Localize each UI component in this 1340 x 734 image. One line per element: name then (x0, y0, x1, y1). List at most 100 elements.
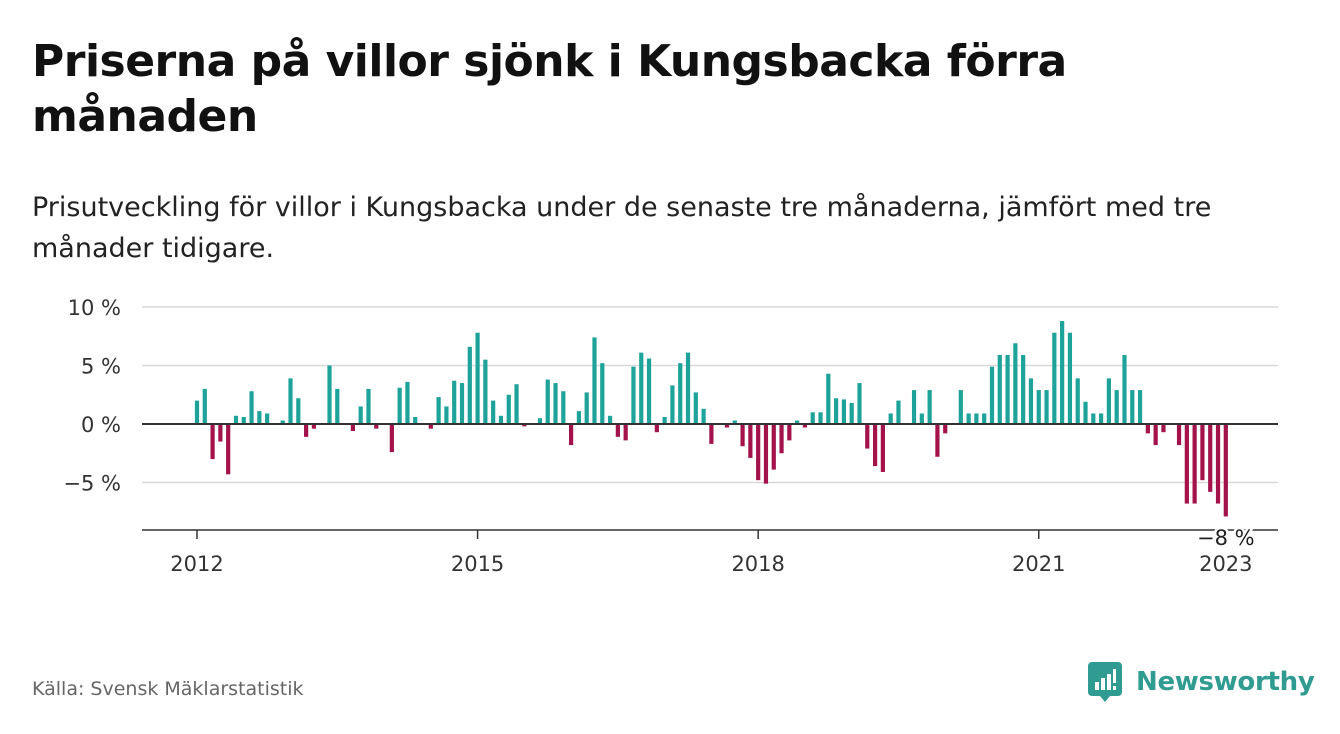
bar (467, 346, 472, 424)
bar (366, 388, 371, 424)
bar (826, 373, 831, 424)
bar (1130, 390, 1135, 424)
bar (927, 390, 932, 424)
bar (654, 424, 659, 433)
bar (600, 363, 605, 424)
bar (1106, 378, 1111, 424)
bar (288, 378, 293, 424)
bar (662, 416, 667, 424)
bar (327, 365, 332, 424)
x-tick-label: 2015 (451, 552, 504, 576)
bar (771, 424, 776, 470)
bar (522, 424, 527, 427)
bar (787, 424, 792, 441)
bar (210, 424, 215, 460)
bar (834, 398, 839, 424)
last-value-label: −8 % (1197, 526, 1255, 550)
bar (763, 424, 769, 484)
bar (849, 402, 854, 424)
bar (413, 416, 418, 424)
bar (631, 366, 636, 424)
brand-name: Newsworthy (1136, 667, 1315, 697)
bar (537, 418, 543, 424)
bar (896, 400, 901, 424)
bar (514, 384, 519, 424)
bar (1223, 424, 1228, 517)
bar (241, 416, 246, 424)
bar (1208, 424, 1213, 492)
bar (1075, 378, 1080, 424)
bar (428, 424, 433, 429)
bar (982, 413, 987, 424)
bar (491, 400, 496, 424)
bar (919, 413, 924, 424)
bar (389, 424, 394, 453)
bar (1060, 321, 1065, 424)
bar (888, 413, 893, 424)
axes (142, 423, 1278, 539)
bar (1200, 424, 1205, 481)
bar (779, 424, 784, 454)
bar (296, 398, 301, 424)
bar (802, 424, 808, 428)
bar (607, 415, 613, 424)
bar (1153, 424, 1158, 446)
bar (1122, 354, 1127, 424)
bar (639, 352, 644, 424)
bar (405, 381, 410, 424)
bar (857, 383, 862, 424)
bar (459, 383, 465, 424)
bar (350, 424, 355, 432)
bar (311, 424, 317, 429)
bar (1215, 424, 1221, 504)
bar (561, 391, 566, 424)
bar (701, 408, 706, 424)
bar (1184, 424, 1189, 504)
bar (218, 424, 223, 442)
bar (615, 424, 620, 437)
bar (483, 359, 488, 424)
bar (1021, 354, 1026, 424)
bar (545, 379, 550, 424)
bar (880, 424, 885, 472)
bar (810, 412, 815, 424)
bar (989, 366, 995, 424)
y-tick-label: 0 % (81, 413, 121, 437)
bar (841, 399, 846, 424)
bar (452, 380, 457, 424)
x-tick-label: 2012 (170, 552, 223, 576)
bar (233, 415, 239, 424)
bar (732, 420, 737, 424)
bar (678, 363, 683, 424)
bar (249, 391, 254, 424)
bar (693, 392, 698, 424)
bar (194, 400, 200, 424)
bar (709, 424, 714, 444)
bar (1083, 401, 1088, 424)
bar (1067, 332, 1073, 424)
bar (1028, 378, 1034, 424)
bar (685, 352, 691, 424)
bar (1044, 390, 1049, 424)
bar (226, 424, 231, 475)
bar (935, 424, 940, 457)
bar (475, 332, 480, 424)
x-tick-label: 2018 (731, 552, 784, 576)
bar (1137, 390, 1143, 424)
bar (576, 411, 582, 424)
bar (304, 424, 309, 437)
bar (257, 411, 262, 424)
bar (506, 394, 511, 424)
bar (592, 337, 597, 424)
bar (997, 354, 1002, 424)
bar-chart: 10 % 5 % 0 % −5 % 2012 2015 2018 2021 2023−8 % (63, 296, 1278, 576)
bar (436, 397, 441, 424)
y-tick-label: 5 % (81, 355, 121, 379)
labels: 10 % 5 % 0 % −5 % 2012 2015 2018 2021 2023−8 % (63, 296, 1257, 576)
bar (265, 413, 270, 424)
bar (740, 424, 745, 447)
y-tick-label: 10 % (68, 296, 121, 320)
bar (1114, 390, 1119, 424)
x-tick-label: 2023 (1199, 552, 1252, 576)
bar (584, 392, 589, 424)
